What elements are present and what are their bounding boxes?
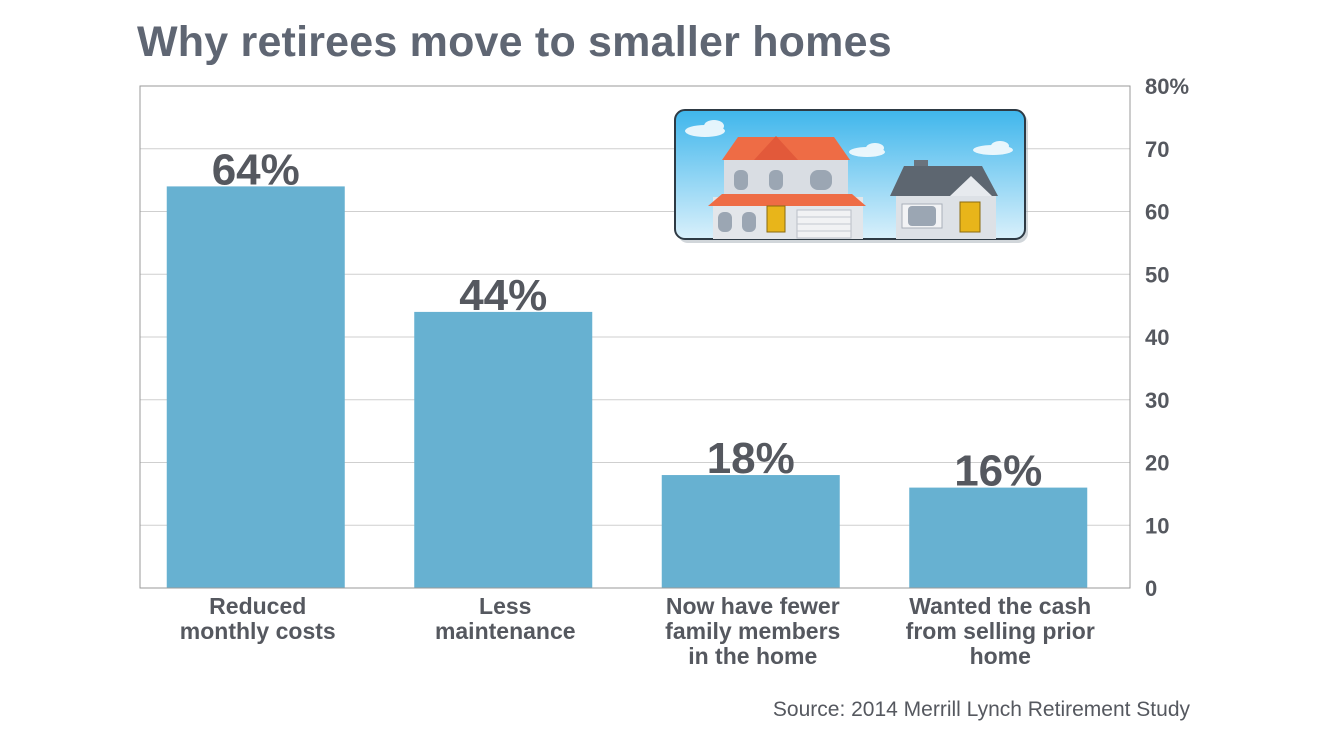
data-label: 44%	[459, 271, 547, 320]
category-label: maintenance	[435, 618, 576, 644]
y-tick-label: 60	[1145, 200, 1169, 225]
y-tick-label: 30	[1145, 388, 1169, 413]
plot-frame	[139, 85, 1131, 589]
bar	[166, 186, 345, 588]
bar	[661, 475, 840, 588]
category-label: Now have fewer	[666, 593, 840, 619]
y-tick-label: 20	[1145, 451, 1169, 476]
data-label: 18%	[707, 434, 795, 483]
category-label: monthly costs	[180, 618, 336, 644]
source-note: Source: 2014 Merrill Lynch Retirement St…	[772, 698, 1190, 721]
y-axis-ticks: 0 10 20 30 40 50 60 70 80%	[1145, 74, 1189, 601]
y-tick-label: 10	[1145, 513, 1169, 538]
category-label: Reduced	[209, 593, 306, 619]
y-tick-label: 0	[1145, 576, 1157, 601]
y-tick-label: 40	[1145, 325, 1169, 350]
category-label: from selling prior	[906, 618, 1095, 644]
bar	[414, 311, 593, 588]
bars	[166, 186, 1088, 588]
y-tick-label: 50	[1145, 262, 1169, 287]
y-tick-label: 80%	[1145, 74, 1189, 99]
category-label: in the home	[688, 643, 817, 669]
category-label: family members	[665, 618, 840, 644]
houses-illustration-icon	[674, 109, 1028, 243]
y-tick-label: 70	[1145, 137, 1169, 162]
chart-title: Why retirees move to smaller homes	[137, 18, 892, 66]
data-label: 64%	[212, 145, 300, 194]
category-label: Wanted the cash	[909, 593, 1091, 619]
category-label: home	[970, 643, 1031, 669]
category-label: Less	[479, 593, 531, 619]
data-label: 16%	[954, 447, 1042, 496]
bar	[909, 487, 1088, 588]
data-labels: 64% 44% 18% 16%	[212, 145, 1043, 495]
